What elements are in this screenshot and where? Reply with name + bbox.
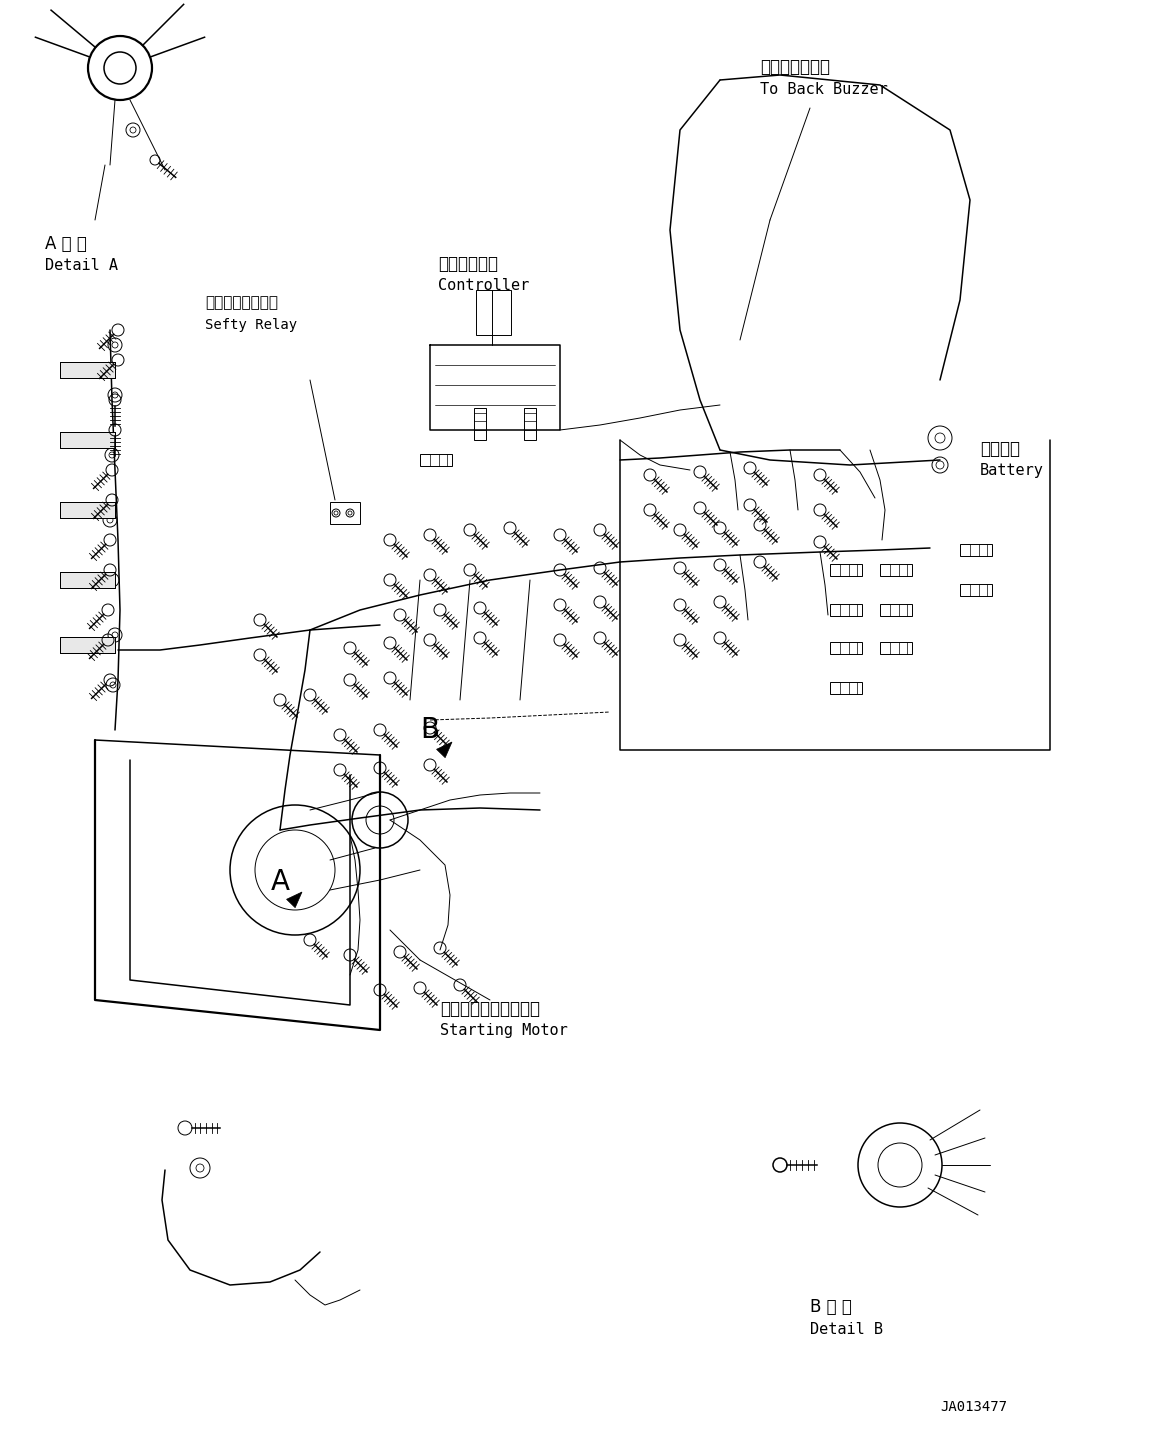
Bar — [60, 362, 115, 378]
Text: セーフティリレー: セーフティリレー — [205, 294, 278, 310]
Text: To Back Buzzer: To Back Buzzer — [759, 82, 887, 97]
Bar — [60, 636, 115, 654]
Bar — [476, 290, 511, 335]
Text: JA013477: JA013477 — [940, 1400, 1007, 1414]
Bar — [60, 502, 115, 518]
Text: A: A — [271, 869, 290, 896]
Text: Starting Motor: Starting Motor — [440, 1023, 568, 1038]
Text: バックブザーへ: バックブザーへ — [759, 58, 830, 76]
Bar — [60, 502, 115, 518]
Text: Detail A: Detail A — [45, 258, 117, 273]
Text: コントローラ: コントローラ — [438, 255, 498, 273]
Bar — [60, 431, 115, 447]
Bar — [60, 431, 115, 447]
Polygon shape — [436, 742, 452, 758]
Text: A 詳 細: A 詳 細 — [45, 235, 87, 253]
Bar — [330, 502, 361, 524]
Text: B: B — [421, 716, 440, 745]
Polygon shape — [286, 892, 302, 908]
Bar — [60, 571, 115, 587]
Bar — [60, 571, 115, 587]
Text: Detail B: Detail B — [809, 1322, 883, 1338]
Bar — [60, 362, 115, 378]
Text: Battery: Battery — [980, 463, 1044, 478]
Text: スターティングモータ: スターティングモータ — [440, 1000, 540, 1017]
Text: Controller: Controller — [438, 278, 529, 293]
Text: Sefty Relay: Sefty Relay — [205, 317, 297, 332]
Text: B 詳 細: B 詳 細 — [809, 1299, 851, 1316]
Text: バッテリ: バッテリ — [980, 440, 1020, 457]
Bar — [60, 636, 115, 654]
